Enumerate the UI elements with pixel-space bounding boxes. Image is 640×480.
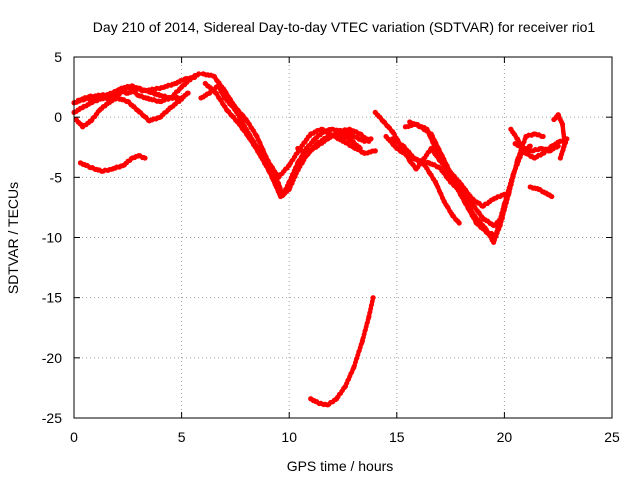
- chart-title: Day 210 of 2014, Sidereal Day-to-day VTE…: [93, 19, 596, 35]
- data-point: [366, 138, 372, 144]
- grid-lines: [74, 57, 612, 418]
- data-point: [540, 133, 546, 140]
- y-axis-label: SDTVAR / TECUs: [5, 182, 21, 294]
- data-point: [549, 193, 555, 200]
- y-tick-label: -20: [42, 350, 62, 366]
- series-track-10: [308, 295, 376, 408]
- series-track-18: [527, 184, 555, 200]
- data-point: [557, 138, 563, 144]
- data-point: [179, 96, 185, 102]
- series-track-19: [551, 112, 570, 161]
- data-point: [196, 71, 202, 77]
- series-track-13: [389, 136, 462, 226]
- data-point: [527, 143, 533, 149]
- axis-ticks: 0 5 10 15 20 25 5 0 -5 -10 -15 -20 -25: [42, 49, 620, 445]
- data-point: [370, 295, 376, 301]
- series-track-17: [512, 141, 561, 154]
- data-point: [191, 74, 198, 81]
- series-track-15: [407, 119, 546, 245]
- data-point: [456, 220, 462, 226]
- y-tick-label: -15: [42, 290, 62, 306]
- y-tick-label: 5: [54, 49, 62, 65]
- x-tick-label: 0: [70, 429, 78, 445]
- series-track-4: [75, 74, 198, 103]
- x-tick-label: 10: [281, 429, 297, 445]
- y-tick-label: -5: [50, 169, 63, 185]
- series-track-3: [73, 95, 185, 130]
- y-tick-label: -10: [42, 230, 62, 246]
- series-track-5: [77, 153, 148, 174]
- x-axis-label: GPS time / hours: [287, 458, 394, 474]
- x-tick-label: 5: [178, 429, 186, 445]
- x-tick-label: 25: [604, 429, 620, 445]
- data-point: [357, 145, 363, 152]
- data-series: [71, 71, 570, 408]
- series-track-9: [295, 126, 372, 156]
- y-tick-label: 0: [54, 109, 62, 125]
- data-point: [564, 136, 570, 142]
- y-tick-label: -25: [42, 410, 62, 426]
- data-point: [555, 143, 561, 149]
- x-tick-label: 20: [497, 429, 513, 445]
- data-point: [372, 148, 378, 154]
- data-point: [185, 90, 191, 96]
- data-point: [142, 155, 148, 161]
- x-tick-label: 15: [389, 429, 405, 445]
